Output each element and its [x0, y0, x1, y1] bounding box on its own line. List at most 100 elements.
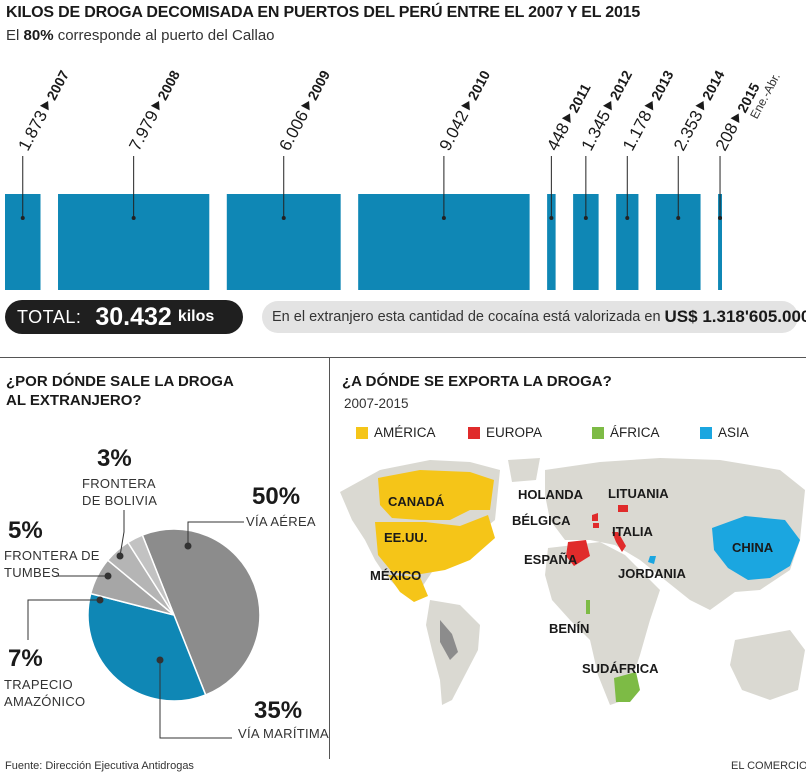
country-spain: [566, 540, 590, 566]
map-title: ¿A DÓNDE SE EXPORTA LA DROGA?: [342, 373, 612, 390]
country-usa: [375, 515, 495, 575]
bar-category-label: 2009: [304, 67, 333, 102]
bar-category-label: 2010: [464, 67, 493, 102]
subtitle-suffix: corresponde al puerto del Callao: [53, 27, 275, 44]
triangle-icon: [695, 101, 705, 111]
label-trapecio: TRAPECIO AMAZÓNICO: [4, 676, 85, 710]
pie-slice-5: [126, 534, 175, 616]
legend-label-europa: EUROPA: [486, 425, 543, 440]
map-label-canada: CANADÁ: [388, 494, 445, 509]
map-label-lituania: LITUANIA: [608, 486, 669, 501]
country-netherlands: [592, 513, 598, 521]
bar-category-label: 2012: [606, 67, 635, 102]
label-maritima: VÍA MARÍTIMA: [238, 726, 330, 741]
total-badge: TOTAL: 30.432 kilos: [5, 300, 243, 334]
source-note: Fuente: Dirección Ejecutiva Antidrogas: [5, 760, 194, 772]
legend-europa: EUROPA: [468, 425, 542, 440]
leader-dot-tumbes: [104, 572, 112, 580]
bar-chart: 1.873 2007 7.979 2008 6.006 2009 9.042 2010 448 2…: [5, 67, 783, 290]
subtitle-prefix: El: [6, 27, 24, 44]
label-bolivia-line2: DE BOLIVIA: [82, 493, 158, 508]
map-label-benin: BENÍN: [549, 621, 590, 636]
bar-value-label: 2.353: [670, 107, 707, 153]
leader-bolivia: [119, 510, 125, 557]
map-label-jordania: JORDANIA: [618, 566, 686, 581]
legend-label-africa: ÁFRICA: [610, 425, 660, 440]
land-greenland: [508, 458, 540, 482]
bar-value-label: 1.178: [619, 107, 656, 153]
total-label: TOTAL:: [17, 306, 82, 327]
map-label-sudafrica: SUDÁFRICA: [582, 661, 659, 676]
bar-dot-2009: [281, 216, 286, 220]
map-label-holanda: HOLANDA: [518, 487, 583, 502]
pie-slice-2: [87, 592, 207, 702]
leader-trapecio: [27, 599, 100, 640]
bar-category-label: 2011: [565, 81, 593, 116]
bar-category-label: 2014: [699, 67, 728, 102]
bar-dot-2012: [583, 216, 588, 220]
valuation-badge: En el extranjero esta cantidad de cocaín…: [262, 301, 806, 333]
pie-slice-1: [141, 528, 261, 696]
bar-dot-2010: [441, 216, 446, 220]
section-divider-horizontal: [0, 357, 806, 358]
brand-logo: EL COMERCIO: [731, 760, 806, 772]
country-lithuania: [618, 505, 628, 512]
label-trapecio-line1: TRAPECIO: [4, 677, 73, 692]
bar-category-label: 2008: [154, 67, 183, 102]
pie-title: ¿POR DÓNDE SALE LA DROGA AL EXTRANJERO?: [6, 373, 234, 409]
bar-value-label: 6.006: [275, 107, 312, 153]
bar-dot-2014: [676, 216, 681, 220]
label-tumbes-line1: FRONTERA DE: [4, 548, 100, 563]
country-italy: [612, 532, 626, 552]
legend-asia: ASIA: [700, 425, 749, 440]
country-mexico: [388, 575, 428, 602]
chart-subtitle: El 80% corresponde al puerto del Callao: [6, 27, 275, 44]
leader-maritima: [159, 660, 232, 739]
bar-value-label: 1.345: [578, 107, 615, 153]
pct-maritima: 35%: [254, 697, 303, 724]
bar-label-group-2009: 6.006 2009: [275, 67, 333, 153]
legend-swatch-america: [356, 426, 368, 439]
label-bolivia-line1: FRONTERA: [82, 476, 156, 491]
total-value: 30.432: [95, 302, 172, 331]
valuation-text: En el extranjero esta cantidad de cocaín…: [272, 309, 661, 325]
pct-aerea: 50%: [252, 483, 301, 510]
total-unit: kilos: [177, 308, 215, 325]
bar-value-label: 9.042: [436, 107, 473, 153]
bar-dot-2008: [131, 216, 136, 220]
bar-dot-2015: [718, 216, 723, 220]
leader-dot-maritima: [156, 656, 164, 664]
subtitle-highlight: 80%: [23, 27, 54, 44]
leader-aerea: [187, 521, 244, 546]
bar-label-group-2010: 9.042 2010: [436, 67, 494, 153]
bar-value-label: 7.979: [125, 107, 162, 153]
triangle-icon: [150, 101, 160, 111]
label-bolivia: FRONTERA DE BOLIVIA: [82, 475, 157, 509]
map-label-belgica: BÉLGICA: [512, 513, 571, 528]
bar-dot-2007: [20, 216, 25, 220]
bar-value-label: 1.873: [15, 107, 52, 153]
bar-2011: [547, 194, 556, 290]
bar-dot-2011: [549, 216, 554, 220]
bar-label-group-2007: 1.873 2007: [15, 67, 73, 153]
triangle-icon: [730, 113, 740, 123]
legend-swatch-europa: [468, 426, 480, 439]
map-period: 2007-2015: [344, 396, 409, 411]
pie-chart: [27, 510, 261, 739]
country-peru: [440, 620, 458, 660]
map-label-eeuu: EE.UU.: [384, 530, 428, 545]
bar-value-label: 208: [712, 120, 742, 154]
map-label-mexico: MÉXICO: [370, 568, 422, 583]
chart-title: KILOS DE DROGA DECOMISADA EN PUERTOS DEL…: [6, 4, 641, 21]
country-south-africa: [614, 672, 640, 702]
bar-label-group-2008: 7.979 2008: [125, 67, 183, 153]
legend-swatch-asia: [700, 426, 712, 439]
map-label-italia: ITALIA: [612, 524, 653, 539]
country-benin: [586, 600, 590, 614]
country-canada: [378, 470, 494, 520]
bar-dot-2013: [625, 216, 630, 220]
country-jordan: [648, 556, 656, 564]
bar-category-label: 2013: [648, 67, 677, 102]
triangle-icon: [461, 101, 470, 111]
bar-2013: [616, 194, 639, 290]
